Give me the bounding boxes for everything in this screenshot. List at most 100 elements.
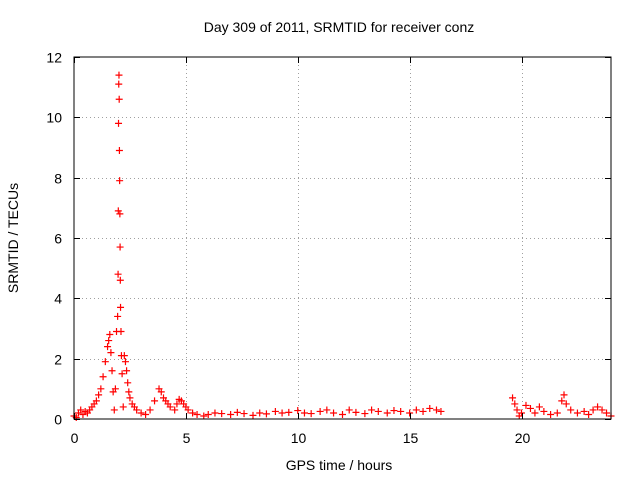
data-point (589, 406, 597, 414)
data-point (249, 411, 257, 419)
data-point (106, 331, 114, 339)
data-point (114, 312, 122, 320)
data-point (107, 349, 115, 357)
data-point (218, 410, 226, 418)
data-point (166, 403, 174, 411)
data-point (211, 409, 219, 417)
data-point (233, 408, 241, 416)
data-point (526, 404, 534, 412)
data-point (509, 394, 517, 402)
data-point (368, 406, 376, 414)
data-point (184, 406, 192, 414)
data-point (406, 409, 414, 417)
data-point (540, 407, 548, 415)
data-point (115, 80, 123, 88)
data-point (580, 407, 588, 415)
data-point (553, 409, 561, 417)
data-point (124, 379, 132, 387)
data-point (278, 409, 286, 417)
data-point (173, 400, 181, 408)
x-tick-label: 15 (403, 430, 419, 446)
data-point (119, 403, 127, 411)
data-point (95, 391, 103, 399)
data-point (432, 406, 440, 414)
data-point (300, 409, 308, 417)
data-point (117, 303, 125, 311)
data-point (262, 410, 270, 418)
data-point (271, 407, 279, 415)
data-point (573, 409, 581, 417)
y-tick-label: 8 (54, 171, 62, 187)
axis-ticks (74, 57, 611, 420)
x-axis-label: GPS time / hours (286, 457, 393, 473)
data-point (323, 406, 331, 414)
data-point (151, 397, 159, 405)
data-point (77, 406, 85, 414)
data-point (204, 410, 212, 418)
data-point (307, 410, 315, 418)
data-point (535, 403, 543, 411)
data-point (142, 410, 150, 418)
data-point (115, 95, 123, 103)
data-point (114, 207, 122, 215)
data-point (513, 406, 521, 414)
data-point (426, 404, 434, 412)
data-point (397, 407, 405, 415)
data-point (105, 337, 113, 345)
x-tick-labels: 0 5 10 15 20 (71, 430, 531, 446)
data-point (437, 407, 445, 415)
data-point (345, 406, 353, 414)
data-point (412, 406, 420, 414)
data-point (200, 412, 208, 420)
data-point (97, 385, 105, 393)
data-point (171, 406, 179, 414)
data-point (117, 328, 125, 336)
data-points (70, 71, 615, 421)
x-tick-label: 20 (515, 430, 531, 446)
y-tick-label: 12 (46, 50, 62, 66)
y-tick-labels: 0 2 4 6 8 10 12 (46, 50, 62, 428)
x-tick-label: 10 (291, 430, 307, 446)
x-tick-label: 0 (71, 430, 79, 446)
data-point (115, 147, 123, 155)
data-point (594, 403, 602, 411)
y-tick-label: 6 (54, 231, 62, 247)
data-point (92, 397, 100, 405)
data-point (116, 243, 124, 251)
data-point (383, 409, 391, 417)
data-point (547, 410, 555, 418)
data-point (330, 409, 338, 417)
data-point (339, 410, 346, 418)
x-tick-label: 5 (183, 430, 191, 446)
data-point (115, 71, 123, 79)
y-tick-label: 4 (54, 291, 62, 307)
data-point (562, 400, 570, 408)
y-axis-label: SRMTID / TECUs (5, 183, 21, 293)
data-point (240, 410, 248, 418)
data-point (227, 410, 235, 418)
data-point (116, 177, 124, 185)
data-point (256, 409, 264, 417)
data-point (116, 276, 124, 284)
y-tick-label: 10 (46, 110, 62, 126)
data-point (104, 343, 112, 351)
data-point (101, 358, 109, 366)
data-point (137, 409, 145, 417)
chart-title: Day 309 of 2011, SRMTID for receiver con… (204, 19, 475, 35)
y-tick-label: 0 (54, 412, 62, 428)
data-point (118, 370, 126, 378)
data-point (125, 388, 133, 396)
data-point (374, 407, 382, 415)
data-point (99, 373, 107, 381)
data-point (123, 367, 131, 375)
data-point (567, 406, 575, 414)
data-point (126, 394, 134, 402)
data-point (518, 409, 525, 417)
data-point (361, 410, 369, 418)
data-point (115, 119, 123, 127)
y-tick-label: 2 (54, 352, 62, 368)
data-point (531, 409, 539, 417)
data-point (316, 407, 324, 415)
data-point (146, 406, 154, 414)
